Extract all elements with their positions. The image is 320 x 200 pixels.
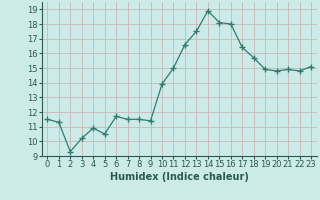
X-axis label: Humidex (Indice chaleur): Humidex (Indice chaleur) (110, 172, 249, 182)
